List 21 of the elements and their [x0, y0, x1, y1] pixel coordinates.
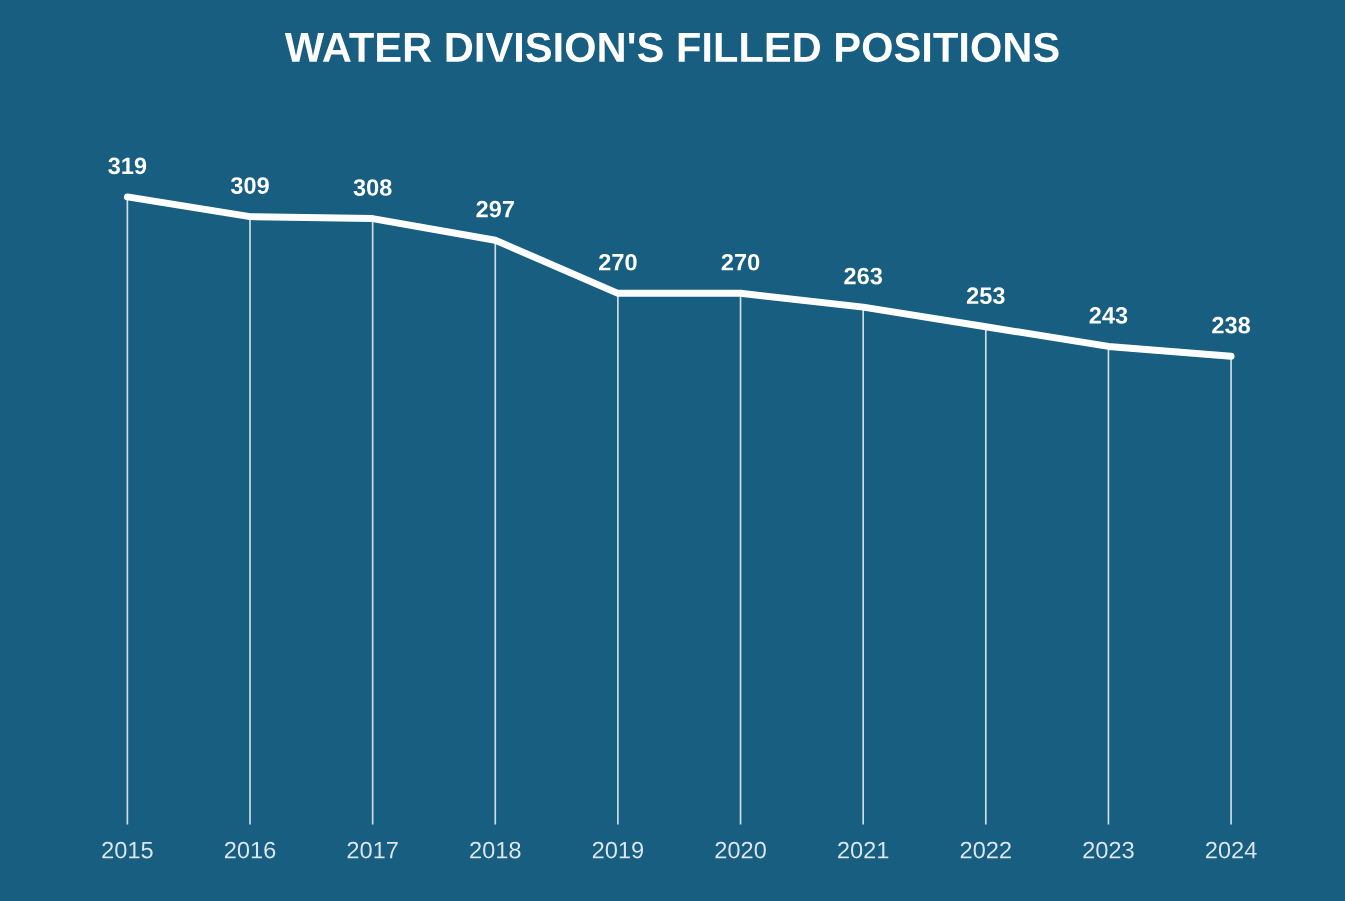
x-tick-label: 2021 — [838, 841, 889, 859]
data-label: 243 — [1089, 306, 1128, 324]
x-tick-label: 2022 — [960, 841, 1011, 859]
x-tick-label: 2017 — [347, 841, 398, 859]
x-tick-label: 2019 — [592, 841, 644, 859]
x-tick-label: 2024 — [1206, 841, 1257, 859]
chart-title: WATER DIVISION'S FILLED POSITIONS — [284, 32, 1059, 63]
data-label: 270 — [721, 253, 760, 271]
x-tick-label: 2020 — [715, 841, 766, 859]
x-tick-label: 2023 — [1083, 841, 1134, 859]
data-label: 309 — [230, 177, 269, 194]
data-label: 253 — [966, 287, 1005, 305]
x-tick-label: 2016 — [224, 841, 276, 859]
data-label: 319 — [108, 157, 147, 175]
x-tick-label: 2015 — [102, 841, 153, 859]
x-tick-label: 2018 — [470, 841, 521, 859]
data-label: 308 — [353, 179, 392, 196]
data-label: 263 — [844, 267, 883, 285]
data-label: 238 — [1212, 316, 1251, 334]
data-label: 270 — [599, 253, 637, 271]
data-label: 297 — [476, 200, 514, 218]
